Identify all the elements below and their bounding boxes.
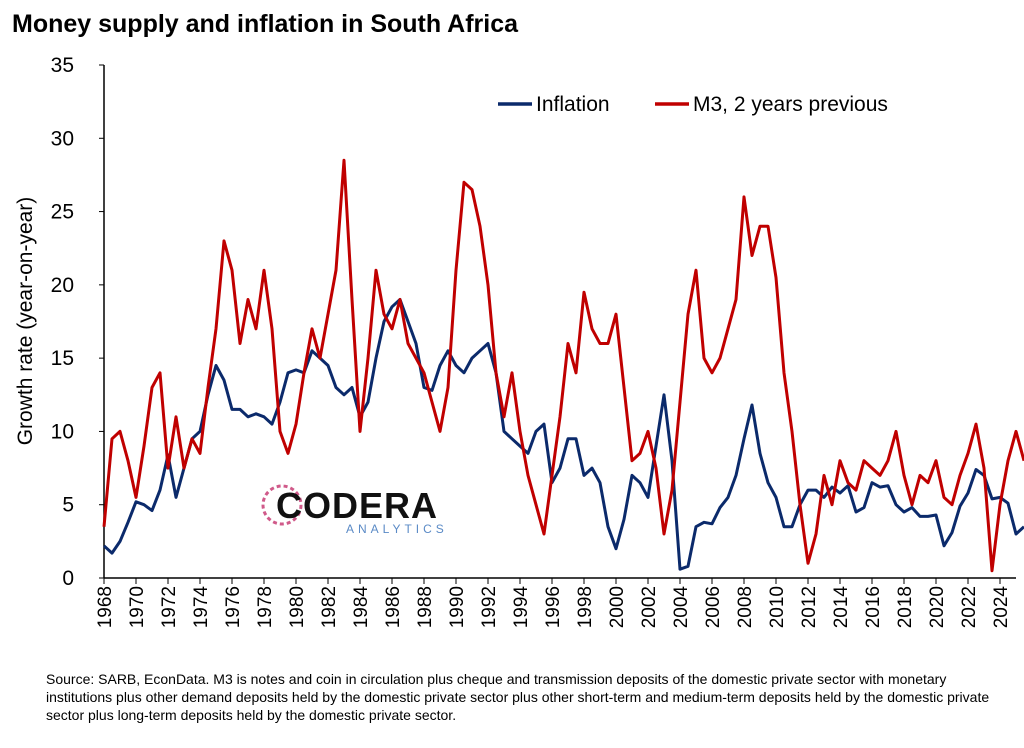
x-tick-label: 1984 [351,586,372,629]
y-tick-label: 5 [62,494,74,517]
x-tick-label: 1980 [287,586,308,628]
x-tick-label: 2004 [671,586,692,629]
x-tick-label: 1970 [127,586,148,628]
x-tick-label: 2010 [767,586,788,628]
legend-label: M3, 2 years previous [693,93,888,116]
x-tick-label: 1994 [511,586,532,629]
x-tick-label: 1978 [255,586,276,628]
x-tick-label: 2000 [607,586,628,628]
x-tick-label: 1982 [319,586,340,628]
x-tick-label: 1974 [191,586,212,629]
source-note: Source: SARB, EconData. M3 is notes and … [46,671,990,723]
x-tick-label: 1968 [95,586,116,628]
x-tick-label: 1988 [415,586,436,628]
y-tick-label: 30 [51,127,74,150]
x-tick-label: 2008 [735,586,756,628]
x-tick-label: 1990 [447,586,468,628]
series-line [102,298,1024,571]
chart-title: Money supply and inflation in South Afri… [12,10,519,38]
x-tick-label: 2016 [863,586,884,628]
chart: Money supply and inflation in South Afri… [12,10,1024,629]
y-tick-label: 35 [51,54,74,77]
series-line [102,158,1024,573]
y-tick-label: 20 [51,274,74,297]
x-tick-label: 2014 [831,586,852,629]
x-tick-label: 1972 [159,586,180,628]
logo: CODERA ANALYTICS [261,484,448,536]
y-axis-label: Growth rate (year-on-year) [14,197,37,446]
x-tick-label: 2006 [703,586,724,628]
logo-icon [261,484,303,526]
x-tick-label: 1992 [479,586,500,628]
x-tick-label: 2012 [799,586,820,628]
y-tick-label: 15 [51,347,74,370]
x-tick-label: 1996 [543,586,564,628]
x-tick-label: 2018 [895,586,916,628]
x-tick-label: 2002 [639,586,660,628]
x-tick-label: 1976 [223,586,244,628]
y-tick-label: 25 [51,201,74,224]
logo-name: CODERA [276,485,438,526]
y-tick-label: 10 [51,420,74,443]
x-tick-label: 2024 [991,586,1012,629]
logo-tagline: ANALYTICS [346,522,448,536]
y-tick-label: 0 [62,567,74,590]
x-tick-label: 1986 [383,586,404,628]
legend-label: Inflation [536,93,610,116]
x-tick-label: 2022 [959,586,980,628]
x-tick-label: 2020 [927,586,948,628]
x-tick-label: 1998 [575,586,596,628]
